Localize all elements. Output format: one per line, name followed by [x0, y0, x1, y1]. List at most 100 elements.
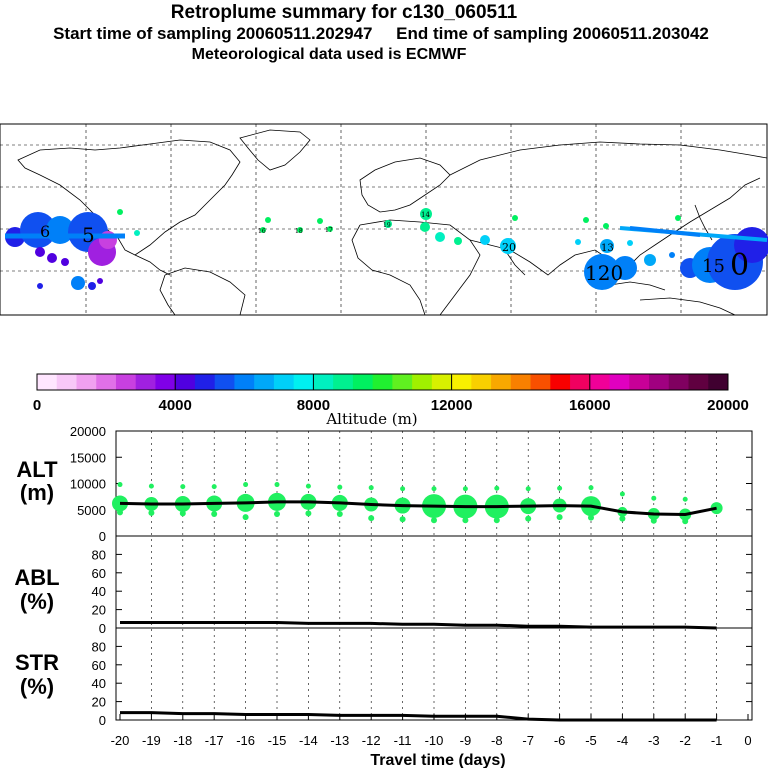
- str-label: STR: [15, 650, 59, 675]
- x-tick-label: -4: [617, 733, 629, 748]
- x-tick-label: -11: [394, 733, 412, 748]
- x-tick-label: -16: [236, 733, 255, 748]
- day-label-18: 18: [295, 228, 303, 235]
- alt-marker-upper: [494, 485, 500, 491]
- alt-marker-upper: [431, 486, 437, 492]
- alt-marker-lower: [619, 515, 626, 522]
- alt-marker-lower: [211, 510, 218, 517]
- alt-marker-lower: [556, 514, 563, 521]
- plume-marker: [669, 252, 675, 258]
- plume-day-labels: 5 6 20 13 14 19 18 17 16 120 15 0: [40, 211, 749, 285]
- colorbar-tick-label: 4000: [159, 397, 192, 414]
- plume-marker: [435, 232, 445, 242]
- plume-marker: [512, 215, 518, 221]
- abl-line: [120, 621, 717, 630]
- plume-marker: [327, 226, 333, 232]
- plume-marker: [420, 222, 430, 232]
- alt-marker-upper: [525, 486, 531, 492]
- colorbar-cell: [609, 374, 630, 390]
- colorbar-cell: [412, 374, 433, 390]
- alt-marker-lower: [368, 515, 375, 522]
- colorbar-cell: [629, 374, 650, 390]
- alt-marker-lower: [462, 517, 469, 524]
- alt-marker-upper: [651, 495, 657, 501]
- plume-marker: [675, 215, 681, 221]
- colorbar-cell: [708, 374, 729, 390]
- y-tick-label: 0: [99, 621, 106, 636]
- x-tick-label: -1: [711, 733, 723, 748]
- colorbar-cell: [589, 374, 611, 390]
- alt-marker-upper: [148, 483, 154, 489]
- map-gridlines: [0, 124, 767, 315]
- colorbar-cell: [451, 374, 472, 390]
- colorbar-tick-label: 20000: [707, 397, 749, 414]
- plume-marker: [603, 223, 609, 229]
- colorbar-cell: [550, 374, 571, 390]
- colorbar-label: Altitude (m): [325, 410, 417, 428]
- world-map: 5 6 20 13 14 19 18 17 16 120 15 0: [0, 123, 768, 316]
- colorbar-cell: [431, 374, 453, 390]
- altitude-colorbar: 0 4000 8000 12000 16000 20000 Altitude (m): [33, 373, 749, 428]
- colorbar-cell: [293, 374, 314, 390]
- x-tick-label: -20: [111, 733, 130, 748]
- abl-unit: (%): [20, 589, 54, 614]
- plume-marker: [454, 237, 462, 245]
- alt-marker-lower: [179, 510, 186, 517]
- plume-marker: [265, 217, 271, 223]
- colorbar-cell: [491, 374, 512, 390]
- plume-blob: [61, 258, 69, 266]
- x-tick-label: 0: [744, 733, 751, 748]
- day-label-6: 6: [40, 222, 50, 241]
- alt-marker-lower: [588, 514, 594, 521]
- x-tick-label: -7: [522, 733, 534, 748]
- colorbar-cell: [194, 374, 216, 390]
- colorbar-cell: [76, 374, 97, 390]
- x-tick-label: -3: [648, 733, 660, 748]
- colorbar-cell: [273, 374, 295, 390]
- colorbar-cell: [530, 374, 551, 390]
- alt-marker-upper: [117, 482, 123, 488]
- x-tick-label: -19: [142, 733, 161, 748]
- colorbar-cell: [333, 374, 354, 390]
- alt-marker-upper: [368, 485, 374, 491]
- plume-blob: [20, 212, 56, 248]
- x-axis-label: Travel time (days): [370, 752, 505, 768]
- abl-label: ABL: [14, 565, 59, 590]
- day-label-15: 15: [702, 256, 725, 277]
- colorbar-tick-label: 0: [33, 397, 41, 414]
- colorbar-cell: [570, 374, 591, 390]
- plume-blob: [88, 282, 96, 290]
- plume-blob: [584, 254, 620, 290]
- x-tick-label: -15: [268, 733, 287, 748]
- y-tick-label: 60: [92, 566, 106, 581]
- plume-marker: [260, 227, 266, 233]
- alt-marker-upper: [243, 482, 249, 488]
- alt-marker-upper: [682, 496, 688, 502]
- plume-marker: [644, 254, 656, 266]
- alt-marker-lower: [682, 518, 689, 525]
- alt-marker-lower: [336, 510, 343, 517]
- plume-marker: [583, 217, 589, 223]
- plume-marker: [384, 220, 392, 228]
- alt-marker-lower: [274, 510, 280, 517]
- colorbar-cell: [175, 374, 196, 390]
- plume-blob: [71, 276, 85, 290]
- alt-marker-upper: [305, 483, 311, 489]
- str-line: [120, 711, 717, 722]
- plume-marker: [317, 218, 323, 224]
- x-tick-label: -10: [425, 733, 444, 748]
- x-tick-label: -5: [585, 733, 597, 748]
- colorbar-cell: [96, 374, 117, 390]
- plume-blob: [37, 283, 43, 289]
- x-tick-label: -2: [679, 733, 691, 748]
- plume-marker: [134, 230, 140, 236]
- plume-marker: [627, 240, 633, 246]
- day-label-16: 16: [258, 228, 266, 235]
- chart-title: Retroplume summary for c130_060511: [170, 2, 518, 23]
- y-tick-label: 80: [92, 639, 106, 654]
- x-tick-label: -8: [491, 733, 503, 748]
- colorbar-tick-label: 8000: [297, 397, 330, 414]
- y-tick-label: 5000: [77, 503, 106, 518]
- x-tick-label: -17: [205, 733, 224, 748]
